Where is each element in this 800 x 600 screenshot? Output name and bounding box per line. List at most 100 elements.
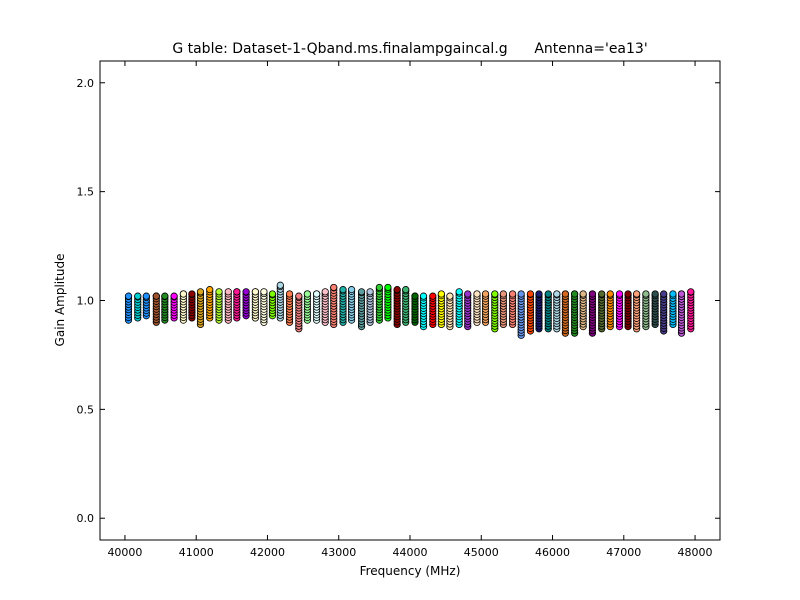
channel-points — [455, 288, 463, 329]
channel-points — [170, 292, 178, 322]
channel-points — [402, 286, 410, 326]
y-tick-label: 0.0 — [77, 512, 95, 525]
data-point — [481, 290, 490, 298]
chart-title: G table: Dataset-1-Qband.ms.finalampgain… — [172, 41, 647, 57]
axis-ticks: 40000 41000 42000 43000 44000 45000 46000 47000… — [77, 61, 720, 559]
data-point — [357, 288, 366, 296]
data-point — [517, 290, 525, 298]
channel-points — [142, 292, 150, 320]
data-point — [339, 286, 347, 294]
channel-points — [206, 286, 214, 322]
data-point — [606, 290, 614, 298]
channel-points — [571, 290, 579, 337]
x-tick-label: 46000 — [535, 546, 570, 559]
channel-points — [134, 292, 142, 322]
data-point — [393, 286, 401, 294]
data-point — [561, 290, 569, 298]
channel-points — [687, 288, 695, 333]
data-point — [366, 288, 374, 296]
data-point — [615, 290, 624, 298]
data-point — [411, 292, 419, 300]
channel-points — [642, 290, 650, 331]
data-point — [660, 290, 668, 298]
channel-points — [669, 290, 677, 329]
data-point — [509, 290, 517, 298]
data-point — [276, 281, 284, 289]
data-point — [268, 290, 277, 298]
channel-points — [517, 290, 525, 339]
channel-points — [260, 288, 268, 326]
channel-points — [321, 288, 329, 326]
data-point — [633, 290, 641, 298]
data-point — [624, 290, 632, 298]
data-point — [464, 290, 472, 298]
channel-points — [276, 281, 284, 322]
data-point — [651, 290, 659, 298]
channel-points — [303, 290, 311, 324]
channel-points — [384, 283, 392, 322]
data-point — [677, 290, 686, 298]
y-tick-label: 1.5 — [77, 186, 95, 199]
x-tick-label: 42000 — [250, 546, 285, 559]
data-point — [330, 283, 338, 292]
channel-points — [375, 283, 383, 324]
y-tick-label: 2.0 — [77, 77, 95, 90]
channel-points — [215, 288, 223, 324]
channel-points — [606, 290, 614, 331]
data-point — [233, 288, 241, 296]
data-point — [321, 288, 329, 296]
y-axis-label: Gain Amplitude — [53, 254, 67, 347]
data-point — [170, 292, 178, 300]
data-point — [384, 283, 392, 292]
data-point — [347, 286, 356, 294]
channel-points — [481, 290, 490, 326]
x-tick-label: 43000 — [321, 546, 356, 559]
channel-points — [419, 292, 428, 331]
channel-points — [179, 290, 187, 324]
x-tick-label: 47000 — [606, 546, 641, 559]
data-point — [313, 290, 321, 298]
y-tick-label: 0.5 — [77, 403, 95, 416]
channel-points — [357, 288, 366, 331]
x-axis-label: Frequency (MHz) — [360, 564, 461, 578]
data-point — [161, 292, 169, 300]
data-point — [215, 288, 223, 296]
data-point — [535, 290, 543, 298]
channel-points — [473, 290, 481, 326]
data-point — [206, 286, 214, 294]
channel-points — [251, 288, 259, 322]
x-tick-label: 41000 — [179, 546, 214, 559]
data-point — [669, 290, 677, 298]
data-points — [124, 281, 695, 339]
channel-points — [579, 290, 587, 331]
data-point — [251, 288, 259, 296]
channel-points — [491, 290, 499, 333]
data-point — [402, 286, 410, 294]
channel-points — [268, 290, 277, 320]
channel-points — [499, 290, 507, 329]
data-point — [196, 288, 205, 296]
data-point — [152, 292, 160, 300]
data-point — [544, 290, 552, 298]
data-point — [429, 292, 437, 300]
channel-points — [633, 290, 641, 333]
data-point — [179, 290, 187, 298]
channel-points — [437, 290, 445, 329]
data-point — [499, 290, 507, 298]
channel-points — [660, 290, 668, 335]
channel-points — [124, 292, 133, 324]
data-point — [242, 288, 250, 296]
data-point — [455, 288, 463, 296]
data-point — [303, 290, 311, 298]
channel-points — [535, 290, 543, 333]
data-point — [142, 292, 150, 300]
channel-points — [188, 290, 196, 322]
channel-points — [224, 288, 232, 324]
data-point — [491, 290, 499, 298]
data-point — [526, 290, 535, 298]
channel-points — [152, 292, 160, 326]
data-point — [642, 290, 650, 298]
channel-points — [509, 290, 517, 329]
channel-points — [233, 288, 241, 322]
